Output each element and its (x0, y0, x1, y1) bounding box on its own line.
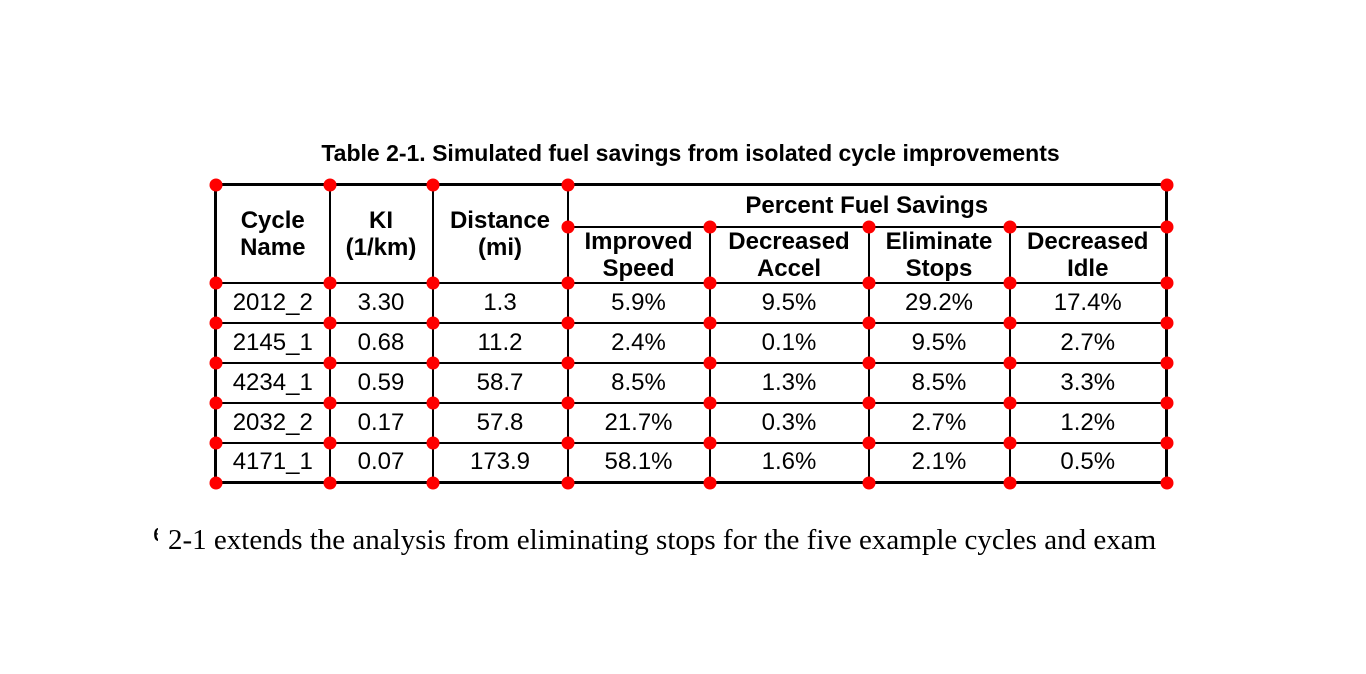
cell-decreased-idle: 17.4% (1008, 281, 1168, 324)
cell-decreased-accel: 9.5% (708, 281, 870, 324)
paragraph-visible-text: 2-1 extends the analysis from eliminatin… (168, 524, 1157, 556)
cell-decreased-accel: 0.1% (708, 321, 870, 364)
table-caption: Table 2-1. Simulated fuel savings from i… (321, 140, 1060, 166)
cell-ki: 3.30 (328, 281, 434, 324)
table-row: 2145_1 0.68 11.2 2.4% 0.1% 9.5% 2.7% (214, 321, 1168, 364)
table-row: 4171_1 0.07 173.9 58.1% 1.6% 2.1% 0.5% (214, 441, 1168, 484)
cell-cycle-name: 2012_2 (214, 281, 331, 324)
cell-cycle-name: 4234_1 (214, 361, 331, 404)
cell-improved-speed: 58.1% (566, 441, 711, 484)
col-header-ki: KI (1/km) (328, 183, 434, 284)
cell-distance: 173.9 (431, 441, 569, 484)
cell-ki: 0.17 (328, 401, 434, 444)
clipped-letter: e (153, 516, 158, 549)
table-row: 4234_1 0.59 58.7 8.5% 1.3% 8.5% 3.3% (214, 361, 1168, 404)
cell-ki: 0.07 (328, 441, 434, 484)
cell-decreased-idle: 0.5% (1008, 441, 1168, 484)
table-row: 2032_2 0.17 57.8 21.7% 0.3% 2.7% 1.2% (214, 401, 1168, 444)
col-header-eliminate-stops: Eliminate Stops (867, 225, 1011, 284)
cell-improved-speed: 8.5% (566, 361, 711, 404)
cell-eliminate-stops: 8.5% (867, 361, 1011, 404)
col-header-decreased-accel: Decreased Accel (708, 225, 870, 284)
cell-distance: 11.2 (431, 321, 569, 364)
table-row: 2012_2 3.30 1.3 5.9% 9.5% 29.2% 17.4% (214, 281, 1168, 324)
cell-decreased-idle: 2.7% (1008, 321, 1168, 364)
col-header-cycle-name: Cycle Name (214, 183, 331, 284)
paragraph-text: e 2-1 extends the analysis from eliminati… (153, 516, 1156, 557)
col-header-distance: Distance (mi) (431, 183, 569, 284)
cell-improved-speed: 5.9% (566, 281, 711, 324)
cell-ki: 0.68 (328, 321, 434, 364)
cell-ki: 0.59 (328, 361, 434, 404)
col-header-improved-speed: Improved Speed (566, 225, 711, 284)
cell-cycle-name: 2032_2 (214, 401, 331, 444)
cell-decreased-idle: 1.2% (1008, 401, 1168, 444)
cell-decreased-idle: 3.3% (1008, 361, 1168, 404)
group-header-percent-fuel-savings: Percent Fuel Savings (566, 183, 1168, 228)
fuel-savings-table: Cycle Name KI (1/km) Distance (mi) Perce… (214, 183, 1169, 484)
cell-cycle-name: 2145_1 (214, 321, 331, 364)
col-header-decreased-idle: Decreased Idle (1008, 225, 1168, 284)
cell-distance: 1.3 (431, 281, 569, 324)
cell-distance: 57.8 (431, 401, 569, 444)
cell-decreased-accel: 1.6% (708, 441, 870, 484)
cell-improved-speed: 21.7% (566, 401, 711, 444)
cell-eliminate-stops: 2.7% (867, 401, 1011, 444)
cell-eliminate-stops: 9.5% (867, 321, 1011, 364)
cell-distance: 58.7 (431, 361, 569, 404)
cell-decreased-accel: 1.3% (708, 361, 870, 404)
cell-decreased-accel: 0.3% (708, 401, 870, 444)
cell-cycle-name: 4171_1 (214, 441, 331, 484)
cell-eliminate-stops: 2.1% (867, 441, 1011, 484)
cell-eliminate-stops: 29.2% (867, 281, 1011, 324)
cell-improved-speed: 2.4% (566, 321, 711, 364)
